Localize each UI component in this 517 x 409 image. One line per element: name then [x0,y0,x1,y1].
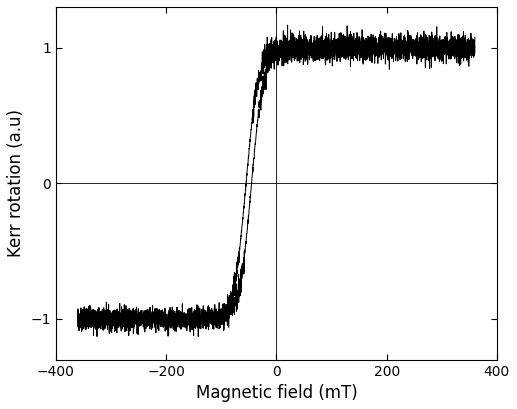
X-axis label: Magnetic field (mT): Magnetic field (mT) [195,384,357,402]
Y-axis label: Kerr rotation (a.u): Kerr rotation (a.u) [7,109,25,257]
